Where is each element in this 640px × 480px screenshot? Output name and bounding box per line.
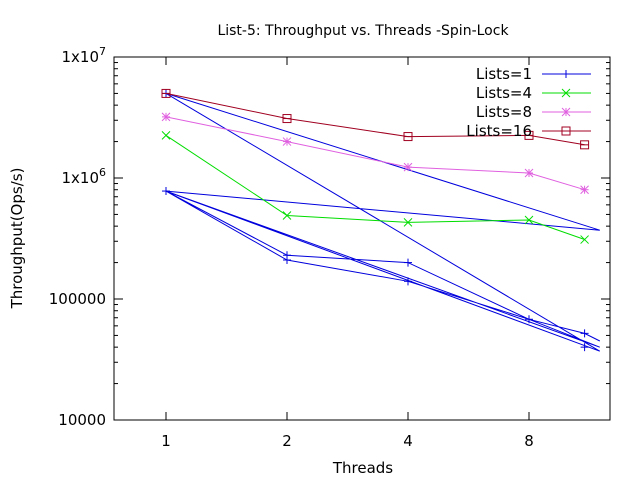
y-tick-label: 100000 bbox=[49, 290, 106, 308]
data-point bbox=[525, 315, 533, 324]
data-point bbox=[524, 168, 534, 178]
x-tick-label: 2 bbox=[282, 432, 292, 450]
y-tick-label-text: 1x10 bbox=[61, 48, 99, 66]
legend-entry: Lists=1 bbox=[476, 65, 591, 83]
y-tick-label: 10000 bbox=[58, 411, 106, 429]
series-lists-8 bbox=[161, 112, 589, 195]
data-point bbox=[403, 162, 413, 172]
data-point bbox=[403, 132, 413, 142]
series-layer bbox=[161, 88, 601, 352]
plot-area bbox=[113, 56, 611, 421]
chart-title: List-5: Throughput vs. Threads -Spin-Loc… bbox=[217, 23, 509, 39]
data-point bbox=[282, 211, 292, 220]
legend-entry: Lists=4 bbox=[476, 84, 591, 102]
y-axis-label: Throughput(Ops/s) bbox=[8, 168, 26, 310]
y-tick-label: 1x107 bbox=[61, 45, 106, 66]
legend-marker bbox=[561, 107, 571, 117]
series-lists-1 bbox=[162, 89, 601, 352]
x-axis-label: Threads bbox=[332, 459, 393, 477]
data-point bbox=[282, 114, 292, 124]
y-tick-label-text: 1x10 bbox=[61, 169, 99, 187]
y-tick-label-exponent: 7 bbox=[99, 45, 106, 58]
legend-label: Lists=4 bbox=[476, 84, 532, 102]
data-point bbox=[580, 329, 589, 338]
y-tick-label-text: 10000 bbox=[58, 411, 106, 429]
data-point bbox=[580, 235, 589, 244]
plot-frame bbox=[113, 56, 611, 421]
legend-label: Lists=16 bbox=[466, 122, 532, 140]
x-axis: 1 2 4 8 bbox=[161, 57, 534, 450]
legend-label: Lists=1 bbox=[476, 65, 532, 83]
data-point bbox=[580, 140, 590, 150]
x-tick-label: 1 bbox=[161, 432, 171, 450]
data-point bbox=[524, 130, 534, 140]
data-point bbox=[404, 277, 412, 286]
data-point bbox=[161, 88, 171, 98]
data-point bbox=[162, 187, 170, 196]
data-point bbox=[283, 256, 291, 265]
legend-marker bbox=[561, 88, 571, 98]
data-point bbox=[403, 217, 413, 227]
legend-marker bbox=[561, 126, 571, 136]
legend-marker bbox=[562, 70, 570, 78]
x-tick-label: 8 bbox=[524, 432, 534, 450]
series-lists-16 bbox=[161, 88, 590, 150]
data-point bbox=[404, 258, 412, 267]
legend-entry: Lists=16 bbox=[466, 122, 591, 140]
data-point bbox=[524, 215, 534, 225]
y-tick-label-text: 100000 bbox=[49, 290, 106, 308]
x-tick-label: 4 bbox=[403, 432, 413, 450]
legend-entry: Lists=8 bbox=[476, 103, 591, 121]
legend-label: Lists=8 bbox=[476, 103, 532, 121]
data-point bbox=[282, 137, 292, 146]
y-tick-label: 1x106 bbox=[61, 166, 106, 187]
series-lists-4 bbox=[161, 131, 589, 244]
data-point bbox=[161, 131, 171, 140]
y-tick-label-exponent: 6 bbox=[99, 166, 106, 179]
data-point bbox=[161, 112, 171, 122]
data-point bbox=[580, 343, 589, 352]
data-point bbox=[580, 185, 589, 195]
